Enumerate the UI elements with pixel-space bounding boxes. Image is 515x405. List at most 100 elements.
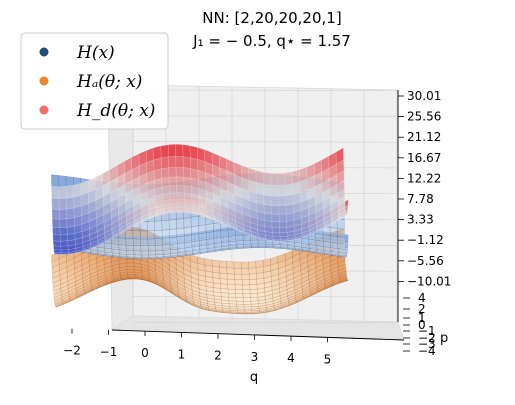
surface-Ha-patch — [235, 289, 244, 295]
surface-H-patch — [141, 257, 150, 259]
surface-Ha-patch — [126, 258, 134, 264]
surface-Ha-patch — [219, 260, 227, 268]
surface-Hd-patch — [285, 204, 294, 215]
surface-Hd-patch — [279, 227, 288, 234]
surface-Ha-patch — [126, 266, 135, 270]
surface-Hd-patch — [176, 192, 185, 200]
surface-H-patch — [337, 236, 346, 245]
surface-Ha-patch — [249, 279, 258, 285]
x-tick-label: 3 — [251, 350, 259, 364]
surface-Hd-patch — [161, 156, 169, 169]
chart-title-line-2: J₁ = − 0.5, q⋆ = 1.57 — [192, 32, 351, 50]
surface-Hd-patch — [175, 156, 184, 168]
surface-Hd-patch — [58, 198, 67, 210]
surface-Hd-patch — [51, 209, 60, 220]
z-tick-label: 7.78 — [407, 192, 434, 206]
surface-Hd-patch — [299, 166, 308, 182]
legend: H(x) Hₐ(θ; x) H_d(θ; x) — [20, 32, 169, 130]
surface-Hd-patch — [262, 171, 271, 186]
surface-Hd-patch — [263, 194, 272, 206]
surface-Hd-patch — [52, 240, 61, 247]
surface-H-patch — [169, 228, 178, 238]
surface-H-patch — [140, 250, 149, 256]
surface-Hd-patch — [284, 171, 293, 186]
surface-Hd-patch — [168, 176, 177, 186]
surface-H-patch — [155, 250, 164, 255]
surface-Hd-patch — [66, 196, 75, 210]
surface-Hd-patch — [160, 144, 169, 159]
surface-Ha-patch — [127, 274, 136, 277]
surface-Hd-patch — [153, 168, 162, 181]
surface-H-patch — [205, 223, 214, 233]
surface-Hd-patch — [286, 212, 294, 222]
surface-Hd-patch — [60, 245, 69, 251]
x-tick-label: 4 — [287, 351, 295, 365]
surface-Hd-patch — [270, 172, 279, 186]
surface-H-patch — [125, 230, 134, 239]
surface-Hd-patch — [73, 195, 82, 209]
surface-Ha-patch — [211, 259, 220, 268]
surface-Hd-patch — [169, 185, 178, 194]
grid-line-z-0 — [132, 89, 399, 91]
surface-H-patch — [126, 250, 135, 255]
surface-Hd-patch — [182, 156, 191, 169]
surface-Hd-patch — [59, 218, 68, 228]
surface-Ha-patch — [248, 273, 257, 280]
z-tick-label: 21.12 — [407, 130, 441, 144]
surface-H-patch — [155, 244, 164, 251]
surface-H-patch — [118, 237, 127, 246]
surface-H-patch — [198, 224, 207, 234]
surface-Hd-patch — [161, 185, 170, 195]
surface-Hd-patch — [182, 144, 191, 158]
surface-H-patch — [265, 243, 274, 247]
surface-Hd-patch — [248, 167, 257, 183]
surface-H-patch — [198, 232, 207, 241]
surface-H-patch — [169, 243, 178, 250]
surface-Hd-patch — [272, 236, 281, 240]
legend-marker-H — [39, 47, 49, 57]
surface-H-patch — [154, 220, 163, 231]
x-axis-line — [111, 329, 405, 341]
surface-H-patch — [337, 228, 346, 238]
surface-Hd-patch — [271, 205, 280, 215]
surface-H-patch — [147, 245, 156, 252]
surface-H-patch — [118, 244, 127, 251]
surface-Ha-patch — [220, 288, 229, 294]
surface-Hd-patch — [168, 156, 177, 168]
surface-Hd-patch — [271, 213, 280, 222]
legend-label-H: H(x) — [76, 43, 115, 63]
surface-Hd-patch — [170, 203, 178, 209]
surface-H-patch — [141, 254, 150, 258]
surface-Ha-patch — [226, 267, 235, 275]
surface-Hd-patch — [279, 221, 287, 229]
z-ticks: 30.01 25.56 21.12 16.67 12.22 7.78 3.33 −1.12 −5… — [398, 89, 451, 288]
surface-Ha-patch — [241, 261, 249, 269]
surface-Hd-patch — [277, 184, 286, 197]
surface-Hd-patch — [52, 227, 61, 236]
surface-H-patch — [213, 222, 221, 232]
surface-H-patch — [228, 235, 237, 242]
surface-Hd-patch — [168, 144, 176, 157]
surface-Hd-patch — [66, 207, 75, 219]
surface-Hd-patch — [197, 147, 206, 162]
x-tick-label: 1 — [178, 347, 186, 361]
surface-H-patch — [161, 219, 170, 231]
surface-Hd-patch — [51, 186, 60, 199]
surface-Hd-patch — [53, 245, 62, 251]
surface-H-patch — [250, 239, 259, 245]
p-tick-label: 4 — [418, 291, 426, 305]
surface-H-patch — [154, 238, 163, 246]
surface-Ha-patch — [241, 279, 250, 286]
surface-H-patch — [111, 236, 120, 245]
surface-Hd-patch — [66, 225, 75, 235]
surface-Hd-patch — [264, 220, 273, 228]
p-axis-label: p — [440, 331, 448, 346]
surface-Ha-patch — [228, 293, 237, 298]
surface-H-patch — [133, 250, 142, 256]
legend-marker-Hd — [39, 105, 49, 115]
surface-Ha-patch — [127, 271, 136, 275]
surface-H-patch — [213, 230, 222, 239]
surface-Hd-patch — [263, 183, 272, 197]
surface-Ha-patch — [249, 284, 258, 290]
surface-Hd-patch — [168, 166, 177, 178]
